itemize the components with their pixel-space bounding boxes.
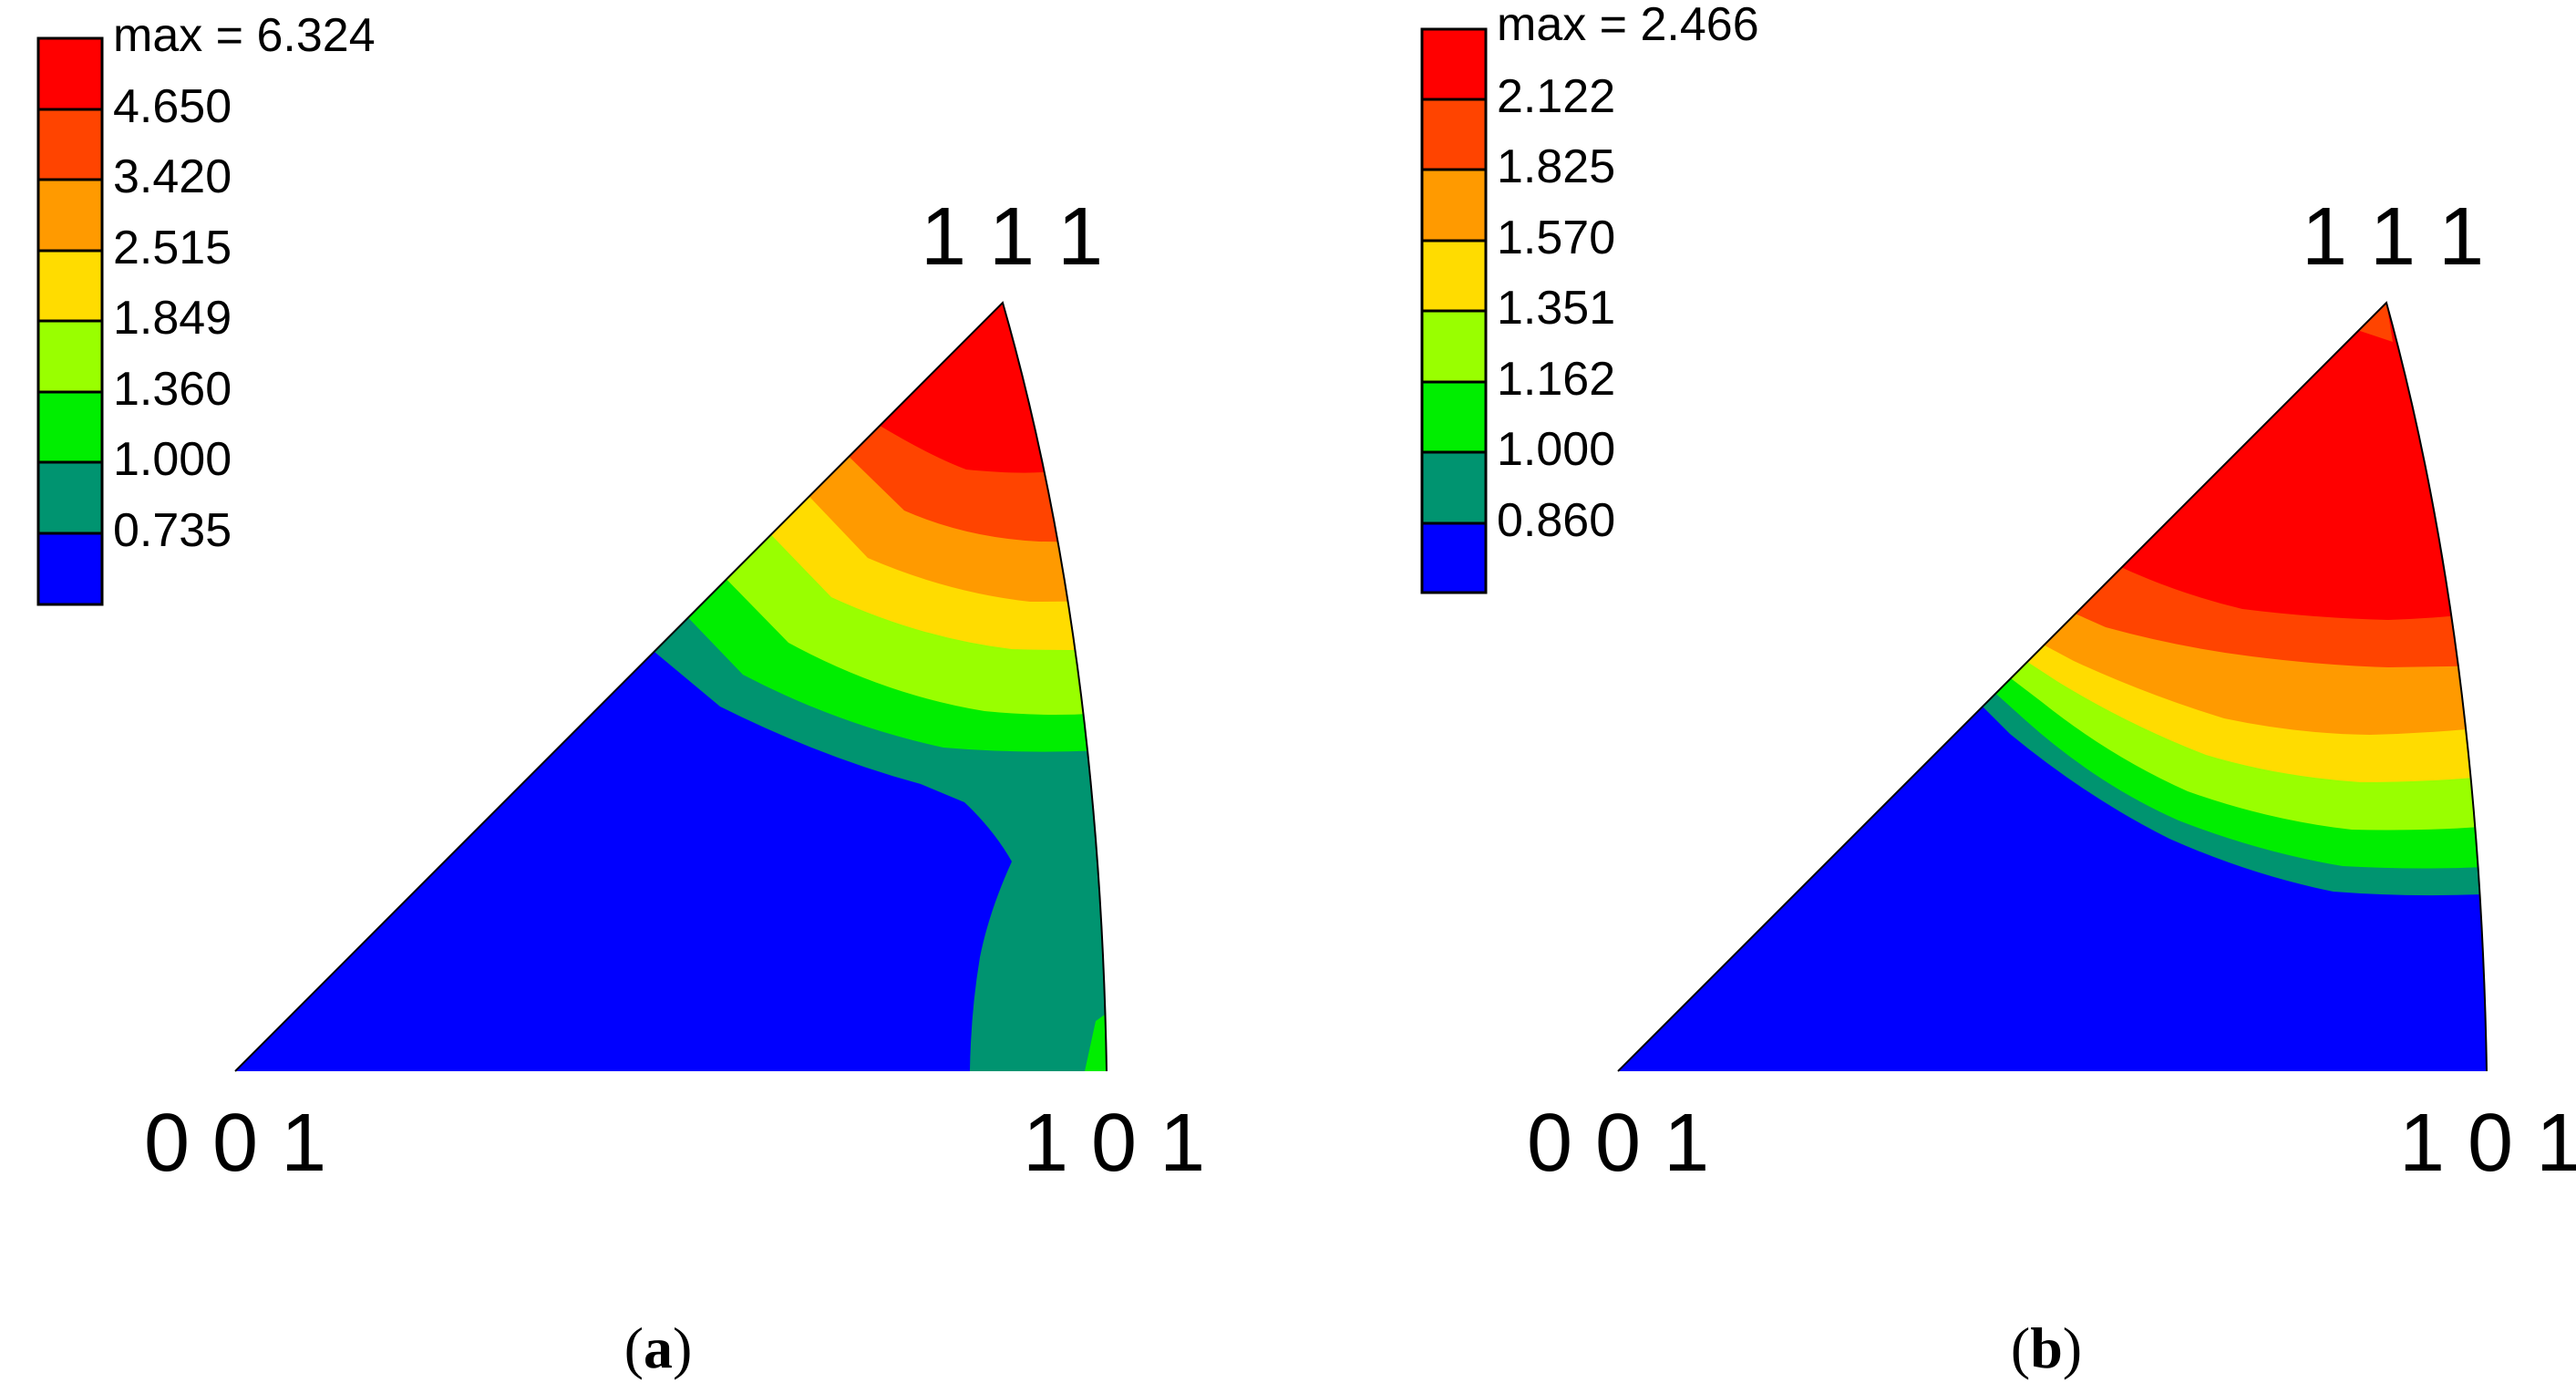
- legend-b-swatch-6: [1422, 452, 1486, 523]
- panel-caption-a: (a): [624, 1316, 693, 1380]
- legend-b: max = 2.466 2.122 1.825 1.570 1.351 1.16…: [1420, 0, 1759, 594]
- legend-b-level-label: 1.000: [1497, 423, 1615, 476]
- ipf-outline-b: [1617, 301, 2488, 1072]
- legend-a-level-label: 1.000: [113, 433, 232, 486]
- legend-b-max-label: max = 2.466: [1497, 0, 1759, 51]
- panel-a: max = 6.324 4.650 3.420 2.515 1.849 1.36…: [36, 9, 1205, 1380]
- legend-b-level-label: 2.122: [1497, 70, 1615, 123]
- legend-a-level-label: 1.849: [113, 292, 232, 345]
- legend-a: max = 6.324 4.650 3.420 2.515 1.849 1.36…: [36, 9, 376, 606]
- legend-b-level-label: 1.351: [1497, 282, 1615, 335]
- panel-caption-b: (b): [2011, 1316, 2082, 1380]
- corner-label-b-101: 1 0 1: [2399, 1098, 2576, 1189]
- ipf-outline-a: [234, 301, 1108, 1072]
- contour-b-peak-edge: [2352, 303, 2393, 342]
- corner-label-b-001: 0 0 1: [1527, 1098, 1709, 1189]
- legend-a-level-label: 0.735: [113, 504, 232, 557]
- legend-a-level-label: 1.360: [113, 363, 232, 416]
- legend-a-level-label: 3.420: [113, 150, 232, 203]
- legend-b-swatch-5: [1422, 382, 1486, 452]
- legend-b-swatch-4: [1422, 311, 1486, 382]
- legend-a-swatch-5: [38, 392, 102, 462]
- legend-a-swatch-0: [38, 38, 102, 109]
- corner-label-a-111: 1 1 1: [921, 191, 1103, 283]
- legend-a-swatch-3: [38, 251, 102, 321]
- legend-a-level-label: 2.515: [113, 222, 232, 274]
- corner-label-b-111: 1 1 1: [2302, 191, 2484, 283]
- legend-b-level-label: 1.825: [1497, 140, 1615, 193]
- legend-a-swatch-4: [38, 321, 102, 392]
- legend-a-swatch-2: [38, 180, 102, 251]
- corner-label-a-001: 0 0 1: [144, 1098, 326, 1189]
- contour-map-a: [235, 303, 1107, 1071]
- panel-caption-a-letter: a: [644, 1316, 673, 1380]
- legend-b-level-label: 0.860: [1497, 494, 1615, 547]
- panel-b: max = 2.466 2.122 1.825 1.570 1.351 1.16…: [1420, 0, 2576, 1380]
- legend-b-swatch-2: [1422, 170, 1486, 241]
- legend-a-level-label: 4.650: [113, 80, 232, 133]
- legend-b-swatch-1: [1422, 99, 1486, 170]
- panel-caption-b-letter: b: [2030, 1316, 2063, 1380]
- legend-a-swatch-6: [38, 462, 102, 533]
- legend-a-swatch-7: [38, 533, 102, 604]
- legend-b-swatch-0: [1422, 29, 1486, 99]
- legend-a-swatch-1: [38, 109, 102, 180]
- corner-label-a-101: 1 0 1: [1023, 1098, 1205, 1189]
- legend-b-level-label: 1.162: [1497, 353, 1615, 406]
- legend-a-max-label: max = 6.324: [113, 9, 376, 62]
- legend-b-swatch-7: [1422, 523, 1486, 593]
- legend-b-swatch-3: [1422, 241, 1486, 311]
- legend-b-level-label: 1.570: [1497, 212, 1615, 264]
- contour-map-b: [1618, 303, 2487, 1071]
